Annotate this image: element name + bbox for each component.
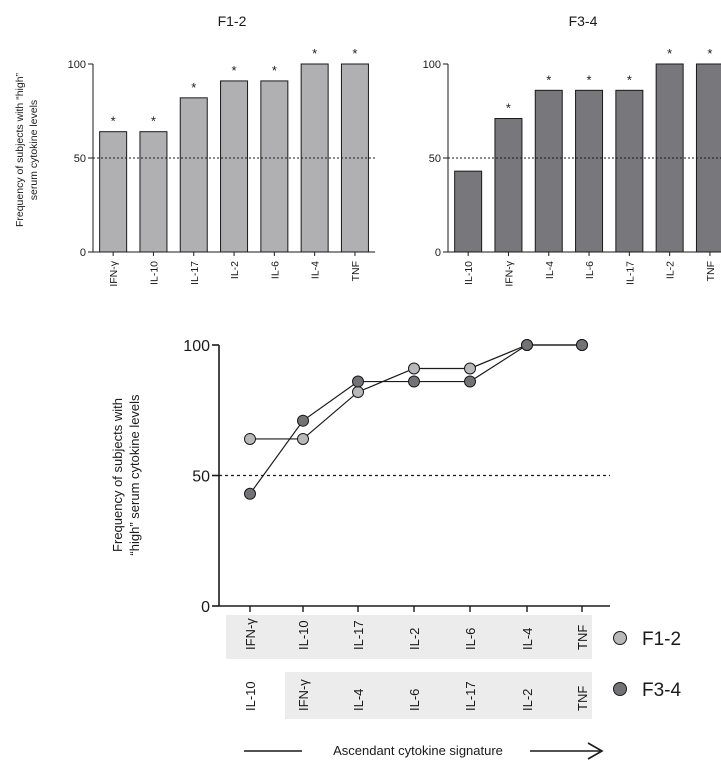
x-tick-label-f34: IL-4 (544, 261, 556, 279)
y-axis-label-f12-line1: Frequency of subjects with “high” (14, 72, 26, 227)
data-point-f1-2 (352, 385, 364, 398)
significance-marker-f12: * (272, 63, 277, 78)
bar-f34 (454, 170, 483, 253)
y-axis-label-line-line1: Frequency of subjects with (110, 398, 125, 552)
category-label-f3-4: IL-10 (243, 681, 258, 711)
y-tick-label-f34: 0 (435, 247, 441, 259)
category-label-f3-4: IL-2 (520, 689, 535, 711)
category-label-f3-4: IL-4 (351, 689, 366, 711)
significance-marker-f34: * (506, 101, 511, 116)
bar-f12 (99, 131, 128, 253)
data-point-f1-2 (297, 432, 309, 445)
data-point-f3-4 (297, 414, 309, 427)
signature-arrow-head (587, 742, 604, 760)
category-label-f3-4: IL-6 (407, 689, 422, 711)
y-axis-label-line-line2: “high” serum cytokine levels (127, 394, 142, 556)
data-point-f1-2 (464, 362, 476, 375)
bar-f34 (575, 89, 604, 253)
x-tick-label-f12: IFN-γ (108, 260, 120, 286)
significance-marker-f34: * (707, 46, 712, 61)
legend-marker-f3-4 (613, 682, 627, 696)
x-tick-label-f34: TNF (705, 261, 717, 281)
bar-f12 (260, 80, 289, 253)
bar-f34 (534, 89, 563, 253)
x-tick-label-f12: TNF (350, 261, 362, 281)
x-tick-label-f12: IL-10 (148, 261, 160, 285)
panel-f12: F1-2 Frequency of subjects with “high” s… (14, 13, 376, 287)
legend-label-f3-4: F3-4 (642, 680, 682, 701)
panel-f34: F3-4 0 50 100 IL-10 * IFN-γ * IL-4 * IL-6 * IL-17 * I… (423, 13, 721, 287)
data-point-f3-4 (521, 339, 533, 351)
category-band-f34 (285, 672, 592, 719)
bar-f12 (220, 80, 249, 253)
chart-title-f12: F1-2 (218, 13, 247, 29)
x-tick-label-f34: IFN-γ (503, 260, 515, 286)
x-tick-label-f12: IL-17 (189, 261, 201, 285)
significance-marker-f12: * (111, 114, 116, 129)
category-label-f1-2: IL-10 (296, 620, 311, 650)
category-label-f1-2: IL-2 (407, 628, 422, 650)
bar-f12 (179, 97, 208, 253)
data-point-f1-2 (408, 362, 420, 375)
data-point-f1-2 (244, 432, 256, 445)
y-tick-label-f12: 50 (74, 153, 86, 165)
significance-marker-f34: * (587, 72, 592, 87)
x-tick-label-f34: IL-6 (584, 261, 596, 279)
significance-marker-f12: * (151, 114, 156, 129)
category-label-f3-4: IL-17 (463, 681, 478, 711)
category-label-f1-2: TNF (575, 625, 590, 650)
category-label-f1-2: IL-17 (351, 620, 366, 650)
legend-marker-f1-2 (613, 631, 627, 645)
bar-f34 (494, 118, 523, 253)
category-label-f3-4: TNF (575, 686, 590, 711)
category-label-f1-2: IL-4 (520, 628, 535, 650)
data-point-f3-4 (352, 375, 364, 388)
category-label-f1-2: IL-6 (463, 628, 478, 650)
category-band-f12 (226, 615, 592, 659)
y-tick-label-line-chart: 100 (183, 338, 210, 355)
x-axis-label: Ascendant cytokine signature (333, 743, 503, 758)
x-tick-label-f34: IL-2 (665, 261, 677, 279)
bar-f12 (139, 131, 168, 253)
x-tick-label-f12: IL-2 (229, 261, 241, 279)
legend-label-f1-2: F1-2 (642, 629, 681, 650)
significance-marker-f12: * (191, 80, 196, 95)
data-point-f3-4 (244, 487, 256, 500)
x-tick-label-f34: IL-10 (463, 261, 475, 285)
y-tick-label-f34: 50 (429, 153, 441, 165)
x-tick-label-f12: IL-4 (310, 261, 322, 279)
panel-line: Frequency of subjects with “high” serum … (110, 338, 682, 760)
x-tick-label-f34: IL-17 (624, 261, 636, 285)
significance-marker-f34: * (546, 72, 551, 87)
significance-marker-f12: * (352, 46, 357, 61)
y-tick-label-f12: 100 (68, 59, 86, 71)
y-tick-label-f12: 0 (80, 247, 86, 259)
y-tick-label-f34: 100 (423, 59, 441, 71)
data-point-f3-4 (576, 339, 588, 351)
y-tick-label-line-chart: 0 (201, 599, 210, 616)
significance-marker-f34: * (627, 72, 632, 87)
significance-marker-f12: * (312, 46, 317, 61)
bar-f34 (615, 89, 644, 253)
category-label-f3-4: IFN-γ (296, 679, 311, 711)
category-label-f1-2: IFN-γ (243, 618, 258, 650)
y-axis-label-f12-line2: serum cytokine levels (28, 100, 40, 200)
x-tick-label-f12: IL-6 (269, 261, 281, 279)
chart-title-f34: F3-4 (569, 13, 598, 29)
data-point-f3-4 (408, 375, 420, 388)
data-point-f3-4 (464, 375, 476, 388)
significance-marker-f12: * (232, 63, 237, 78)
significance-marker-f34: * (667, 46, 672, 61)
y-tick-label-line-chart: 50 (192, 469, 210, 486)
